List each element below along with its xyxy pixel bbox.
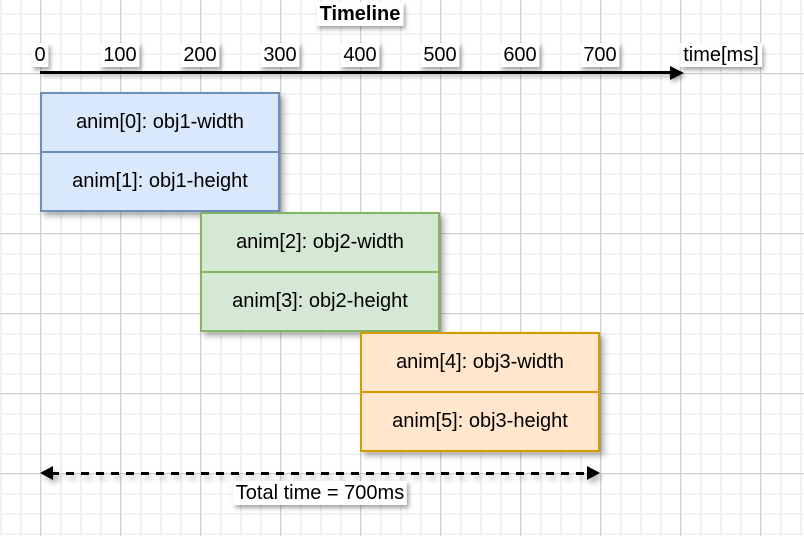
obj1-animation-group: anim[0]: obj1-width anim[1]: obj1-height xyxy=(40,92,280,212)
bar-anim0: anim[0]: obj1-width xyxy=(42,94,278,153)
arrow-right-head-icon xyxy=(587,466,600,480)
axis-arrowhead-icon xyxy=(670,66,684,80)
axis-unit-label: time[ms] xyxy=(680,43,762,67)
axis-tick-label-600: 600 xyxy=(500,43,540,67)
axis-tick-label-300: 300 xyxy=(260,43,300,67)
axis-tick-label-500: 500 xyxy=(420,43,460,67)
diagram-title: Timeline xyxy=(316,2,404,26)
dashed-line xyxy=(51,472,589,475)
bar-anim2: anim[2]: obj2-width xyxy=(202,214,438,273)
bar-anim4: anim[4]: obj3-width xyxy=(362,334,598,393)
obj3-animation-group: anim[4]: obj3-width anim[5]: obj3-height xyxy=(360,332,600,452)
axis-tick-label-400: 400 xyxy=(340,43,380,67)
total-time-label: Total time = 700ms xyxy=(232,481,408,505)
time-axis-line xyxy=(40,71,672,74)
obj2-animation-group: anim[2]: obj2-width anim[3]: obj2-height xyxy=(200,212,440,332)
bar-anim1: anim[1]: obj1-height xyxy=(72,170,248,192)
axis-tick-label-0: 0 xyxy=(31,43,49,67)
total-time-arrow xyxy=(40,466,600,480)
bar-anim5: anim[5]: obj3-height xyxy=(392,410,568,432)
axis-tick-label-200: 200 xyxy=(180,43,220,67)
axis-tick-label-700: 700 xyxy=(580,43,620,67)
arrow-left-head-icon xyxy=(40,466,53,480)
bar-anim3: anim[3]: obj2-height xyxy=(232,290,408,312)
axis-tick-label-100: 100 xyxy=(100,43,140,67)
